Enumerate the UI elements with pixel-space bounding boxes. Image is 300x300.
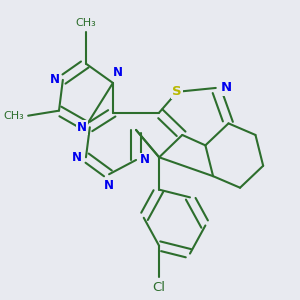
Text: N: N: [77, 121, 87, 134]
Text: S: S: [172, 85, 182, 98]
Text: CH₃: CH₃: [4, 111, 24, 121]
Text: N: N: [220, 81, 232, 94]
Text: N: N: [72, 151, 82, 164]
Text: N: N: [50, 74, 60, 86]
Text: N: N: [140, 154, 150, 166]
Text: N: N: [113, 66, 123, 79]
Text: Cl: Cl: [153, 280, 166, 294]
Text: N: N: [104, 179, 114, 192]
Text: CH₃: CH₃: [76, 18, 96, 28]
